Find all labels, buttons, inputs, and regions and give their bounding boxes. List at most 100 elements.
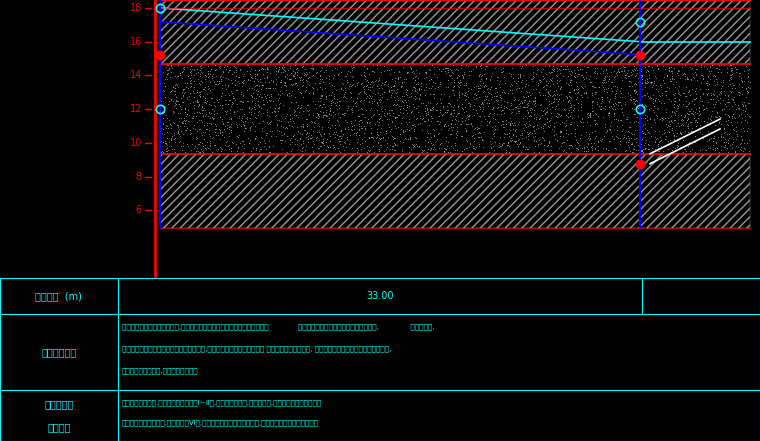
Point (412, 120, 424, 127)
Point (195, 68, 207, 75)
Point (227, 94, 239, 101)
Point (424, 66, 436, 73)
Point (655, 137, 667, 144)
Point (296, 131, 309, 138)
Point (171, 81, 183, 88)
Point (736, 98, 748, 105)
Point (581, 141, 594, 148)
Point (471, 109, 483, 116)
Point (522, 101, 534, 108)
Point (449, 121, 461, 128)
Point (408, 128, 420, 135)
Point (370, 135, 382, 142)
Point (200, 73, 212, 80)
Point (609, 82, 621, 90)
Point (318, 131, 331, 138)
Point (446, 87, 458, 94)
Point (193, 102, 205, 109)
Point (358, 123, 370, 130)
Point (442, 84, 454, 91)
Point (529, 132, 541, 139)
Point (589, 128, 601, 135)
Point (176, 68, 188, 75)
Point (438, 147, 450, 154)
Point (176, 119, 188, 126)
Point (157, 69, 169, 76)
Point (699, 122, 711, 129)
Point (455, 61, 467, 68)
Point (470, 143, 482, 150)
Point (560, 130, 572, 137)
Point (736, 135, 748, 142)
Point (491, 92, 503, 99)
Point (390, 101, 402, 108)
Point (718, 130, 730, 137)
Point (315, 92, 327, 99)
Point (628, 105, 640, 112)
Point (610, 133, 622, 140)
Point (368, 69, 380, 76)
Point (161, 71, 173, 78)
Point (299, 83, 312, 90)
Point (733, 112, 745, 119)
Point (156, 129, 168, 136)
Point (445, 71, 457, 78)
Point (366, 134, 378, 141)
Point (625, 97, 637, 104)
Point (498, 97, 510, 104)
Point (172, 62, 184, 69)
Point (542, 93, 554, 100)
Point (726, 67, 738, 74)
Point (637, 103, 649, 110)
Point (156, 147, 168, 154)
Point (681, 122, 693, 129)
Point (563, 67, 575, 74)
Point (505, 80, 518, 87)
Point (364, 107, 376, 114)
Point (160, 74, 173, 81)
Point (470, 63, 482, 70)
Point (465, 68, 477, 75)
Point (173, 117, 185, 124)
Point (648, 77, 660, 84)
Point (204, 132, 216, 139)
Point (686, 146, 698, 153)
Point (371, 100, 383, 107)
Point (578, 75, 590, 82)
Point (499, 124, 511, 131)
Point (327, 145, 339, 152)
Point (683, 139, 695, 146)
Point (249, 106, 261, 113)
Point (395, 93, 407, 100)
Point (315, 98, 327, 105)
Point (200, 99, 212, 106)
Point (266, 128, 278, 135)
Point (547, 81, 559, 88)
Point (228, 108, 240, 116)
Point (452, 66, 464, 73)
Point (173, 83, 185, 90)
Point (687, 73, 699, 80)
Point (405, 124, 417, 131)
Point (728, 127, 740, 134)
Point (381, 95, 393, 102)
Point (283, 92, 296, 99)
Point (312, 111, 325, 118)
Point (629, 101, 641, 108)
Point (471, 110, 483, 117)
Point (154, 140, 166, 147)
Point (406, 121, 418, 128)
Point (344, 80, 356, 87)
Point (534, 76, 546, 83)
Point (210, 123, 222, 130)
Point (223, 125, 235, 132)
Point (667, 108, 679, 115)
Point (331, 117, 344, 124)
Point (540, 108, 552, 116)
Point (678, 114, 690, 121)
Point (173, 97, 185, 105)
Point (391, 89, 403, 96)
Point (701, 91, 714, 98)
Point (528, 97, 540, 105)
Point (616, 68, 629, 75)
